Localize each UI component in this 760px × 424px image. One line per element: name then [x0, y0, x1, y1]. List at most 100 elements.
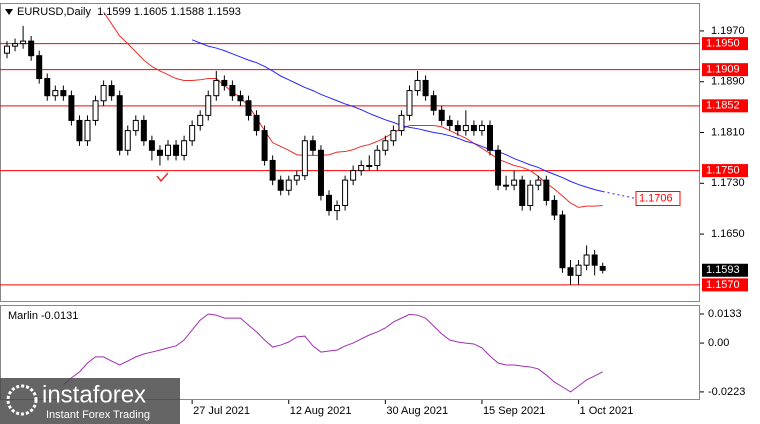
candle-body [84, 119, 91, 142]
x-tick-label: 27 Jul 2021 [193, 405, 250, 417]
candle-body [60, 90, 67, 97]
candle-body [181, 140, 188, 156]
candle-body [358, 165, 365, 172]
candle-body [165, 144, 171, 156]
y-tick-label: 1.1730 [711, 177, 745, 189]
candle-body [487, 125, 493, 151]
projection-label-box [635, 191, 681, 207]
candle-body [28, 40, 35, 57]
projection-line [602, 191, 637, 200]
candle-body [285, 179, 292, 191]
candle-body [390, 130, 397, 142]
last-price-label: 1.1593 [706, 264, 740, 276]
watermark-brand: instaforex [42, 381, 146, 408]
candle-body [527, 184, 534, 207]
moving-average [191, 39, 603, 193]
candle-body [36, 55, 43, 80]
candle-body [229, 85, 236, 97]
level-label-box [702, 63, 748, 77]
candle-body [205, 95, 212, 116]
watermark-tagline: Instant Forex Trading [46, 409, 150, 421]
indicator-plot [63, 313, 603, 393]
candle-body [253, 114, 260, 132]
candle-body [124, 130, 131, 151]
candle-body [535, 179, 542, 186]
candle-body [543, 179, 550, 201]
x-tick-label: 12 Aug 2021 [290, 405, 352, 417]
candle-body [156, 149, 163, 156]
candle-body [277, 179, 284, 191]
candle-body [92, 100, 99, 121]
candle-body [213, 79, 220, 97]
candle-body [52, 90, 59, 97]
candle-body [519, 179, 526, 207]
candle-body [140, 119, 147, 142]
candle-body [116, 95, 123, 151]
candle-body [326, 194, 332, 212]
main-panel [0, 3, 700, 302]
candle-body [68, 95, 75, 121]
candle-body [261, 130, 268, 161]
candle-body [108, 85, 115, 97]
candle-body [366, 165, 373, 168]
candle-body [430, 95, 437, 111]
level-label: 1.1570 [706, 279, 740, 291]
candle-body [245, 100, 252, 116]
candle-body [406, 90, 413, 116]
chart-title: EURUSD,Daily 1.1599 1.1605 1.1588 1.1593 [17, 6, 241, 18]
moving-average [103, 11, 603, 208]
main-plot: 1.1706 [0, 11, 700, 286]
candle-body [132, 119, 139, 132]
indicator-title: Marlin -0.0131 [8, 310, 78, 322]
candle-body [446, 119, 453, 127]
candle-body [197, 114, 204, 127]
candle-body [4, 45, 10, 54]
watermark-logo [6, 384, 38, 416]
candle-body [470, 125, 477, 132]
candle-body [382, 140, 389, 151]
level-label-box [702, 99, 748, 113]
projection-label: 1.1706 [639, 192, 673, 204]
candle-body [478, 125, 485, 132]
candle-body [350, 170, 357, 181]
candle-body [438, 109, 445, 121]
y2-tick-label: 0.0133 [708, 308, 742, 320]
last-price-box [702, 263, 748, 277]
level-label-box [702, 278, 748, 292]
y-tick-label: 1.1970 [711, 25, 745, 37]
candle-body [301, 140, 308, 177]
level-label: 1.1950 [706, 38, 740, 50]
candle-body [503, 184, 510, 187]
candle-body [422, 79, 429, 97]
dropdown-icon [5, 9, 13, 15]
level-label: 1.1750 [706, 164, 740, 176]
level-label-box [702, 164, 748, 178]
candle-body [44, 78, 51, 97]
x-tick-label: 1 Oct 2021 [580, 405, 634, 417]
indicator-line [63, 313, 603, 393]
candle-body [334, 205, 341, 212]
candle-body [599, 265, 606, 271]
candle-body [591, 254, 598, 266]
candle-body [454, 125, 461, 132]
watermark-box [0, 378, 180, 424]
candle-body [309, 140, 316, 151]
candle-body [551, 199, 558, 216]
candle-body [221, 79, 228, 87]
candle-body [495, 149, 502, 186]
candle-body [148, 140, 155, 151]
candle-body [398, 114, 405, 132]
candle-body [293, 175, 300, 181]
candle-body [559, 214, 566, 269]
candle-body [20, 40, 27, 45]
candle-body [12, 43, 19, 47]
x-tick-label: 30 Aug 2021 [386, 405, 448, 417]
candle-body [511, 179, 518, 186]
candle-body [414, 79, 421, 92]
candle-body [583, 254, 590, 266]
candle-body [173, 144, 180, 156]
candle-body [575, 264, 582, 276]
watermark: instaforex Instant Forex Trading [0, 378, 180, 424]
y-tick-label: 1.1890 [711, 76, 745, 88]
